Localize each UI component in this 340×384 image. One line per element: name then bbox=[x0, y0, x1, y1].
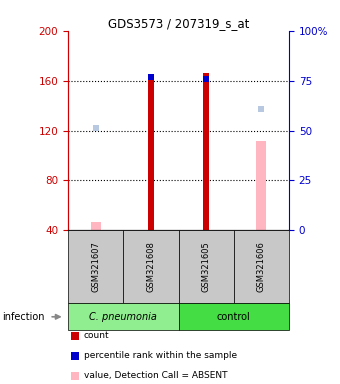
Text: value, Detection Call = ABSENT: value, Detection Call = ABSENT bbox=[84, 371, 227, 380]
Text: control: control bbox=[217, 312, 251, 322]
Bar bbox=[256, 141, 266, 230]
Text: percentile rank within the sample: percentile rank within the sample bbox=[84, 351, 237, 360]
Bar bbox=[148, 79, 154, 230]
Text: infection: infection bbox=[2, 312, 44, 322]
Bar bbox=[203, 73, 209, 230]
Title: GDS3573 / 207319_s_at: GDS3573 / 207319_s_at bbox=[108, 17, 249, 30]
Text: C. pneumonia: C. pneumonia bbox=[89, 312, 157, 322]
Text: GSM321605: GSM321605 bbox=[202, 242, 210, 292]
Bar bbox=[91, 222, 101, 230]
Text: GSM321607: GSM321607 bbox=[91, 242, 100, 292]
Text: count: count bbox=[84, 331, 109, 340]
Text: GSM321606: GSM321606 bbox=[257, 242, 266, 292]
Text: GSM321608: GSM321608 bbox=[147, 242, 155, 292]
